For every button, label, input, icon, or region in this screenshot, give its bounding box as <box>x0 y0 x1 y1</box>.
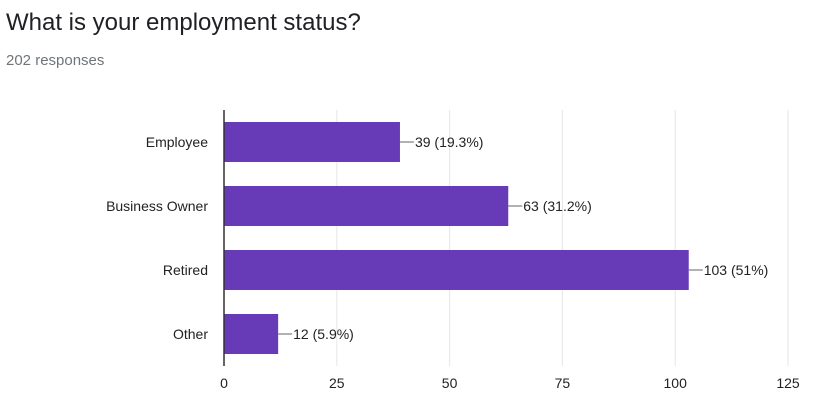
bar <box>224 250 689 290</box>
category-label: Retired <box>163 262 208 278</box>
category-label: Business Owner <box>106 198 208 214</box>
data-label: 103 (51%) <box>704 262 769 278</box>
category-label: Employee <box>146 134 208 150</box>
category-label: Other <box>173 326 208 342</box>
data-label: 39 (19.3%) <box>415 134 483 150</box>
x-tick-label: 0 <box>220 375 228 391</box>
response-count: 202 responses <box>6 52 105 69</box>
bar <box>224 186 509 226</box>
x-tick-label: 100 <box>664 375 688 391</box>
x-tick-label: 75 <box>555 375 571 391</box>
page-title: What is your employment status? <box>6 9 361 36</box>
x-tick-label: 25 <box>329 375 345 391</box>
x-tick-label: 50 <box>442 375 458 391</box>
data-label: 63 (31.2%) <box>523 198 591 214</box>
bar <box>224 122 400 162</box>
x-tick-label: 125 <box>776 375 800 391</box>
bar <box>224 314 279 354</box>
data-label: 12 (5.9%) <box>293 326 354 342</box>
